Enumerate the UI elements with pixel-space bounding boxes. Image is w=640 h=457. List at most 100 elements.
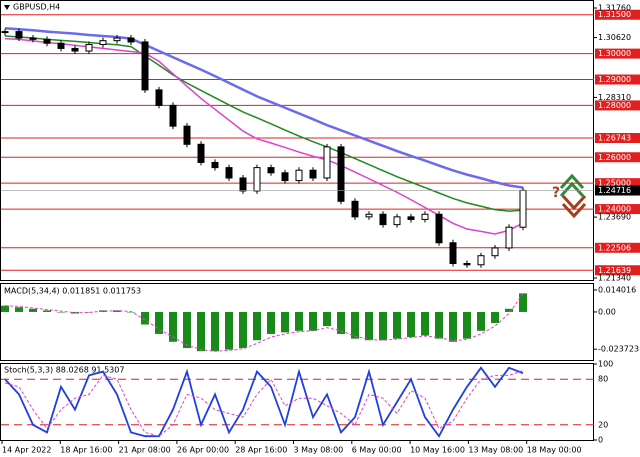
macd-bar (351, 311, 359, 339)
candle (491, 247, 499, 257)
macd-bar (281, 311, 289, 333)
macd-bar (491, 311, 499, 323)
macd-bar (421, 311, 429, 336)
x-tick-label: 18 May 00:00 (527, 446, 582, 455)
level-label-bg (595, 242, 640, 253)
candle (85, 44, 93, 52)
macd-bar (323, 311, 331, 327)
candle (155, 89, 163, 106)
macd-bar (505, 308, 513, 312)
candle (183, 125, 191, 145)
macd-bar (57, 311, 65, 313)
candle (337, 146, 345, 202)
macd-bar (309, 311, 317, 331)
candle (225, 167, 233, 179)
macd-bar (239, 311, 247, 349)
macd-bar (183, 311, 191, 349)
y-tick-label: 1.31760 (598, 4, 631, 13)
level-label: 1.26743 (598, 133, 631, 142)
question-mark: ? (552, 185, 560, 201)
y-tick-label: 1.30620 (598, 33, 631, 42)
candle (281, 172, 289, 182)
candle (407, 216, 415, 220)
moving-average (4, 35, 524, 212)
candle (57, 42, 65, 49)
candle (519, 189, 527, 228)
macd-bar (337, 311, 345, 334)
candle (505, 226, 513, 249)
y-tick-label: 0.00 (598, 307, 616, 316)
x-tick-label: 10 May 16:00 (410, 446, 465, 455)
moving-average (4, 26, 524, 189)
level-label: 1.31500 (598, 10, 631, 19)
macd-bar (155, 311, 163, 334)
y-tick-label: 1.23690 (598, 213, 631, 222)
candle (71, 47, 79, 52)
candle (421, 213, 429, 220)
candle (323, 146, 331, 179)
macd-bar (379, 311, 387, 341)
candle (393, 216, 401, 226)
y-tick-label: 1.21340 (598, 274, 631, 283)
level-label-bg (595, 74, 640, 85)
candle (43, 38, 51, 44)
x-tick-label: 13 May 08:00 (468, 446, 523, 455)
level-label: 1.30000 (598, 49, 631, 58)
macd-bar (295, 311, 303, 331)
macd-bar (519, 293, 527, 312)
candle (29, 37, 37, 40)
candle (197, 143, 205, 163)
level-label: 1.24000 (598, 205, 631, 214)
up-arrow (559, 173, 585, 190)
level-label: 1.25000 (598, 179, 631, 188)
macd-bar (407, 311, 415, 338)
candle (239, 177, 247, 192)
x-tick-label: 28 Apr 16:00 (235, 446, 287, 455)
macd-bar (267, 311, 275, 334)
macd-bar (141, 311, 149, 325)
macd-bar (463, 311, 471, 339)
up-arrow (559, 181, 585, 198)
x-tick-label: 26 Apr 00:00 (177, 446, 229, 455)
candle (211, 161, 219, 169)
candle (169, 104, 177, 127)
title: Stoch(5,3,3) 88.0268 91.5307 (4, 366, 124, 375)
stoch-line (4, 366, 524, 438)
macd-bar (99, 310, 107, 312)
level-label: 1.22506 (598, 243, 631, 252)
candle (365, 213, 373, 218)
down-arrow (561, 194, 587, 211)
candle (477, 255, 485, 266)
level-label-bg (595, 152, 640, 163)
candle (309, 169, 317, 179)
macd-bar (15, 307, 23, 312)
signal-line (4, 293, 524, 352)
x-tick-label: 14 Apr 2022 (2, 446, 51, 455)
macd-bar (449, 311, 457, 342)
last-price-label: 1.24716 (598, 186, 631, 195)
title: GBPUSD,H4 (13, 3, 60, 12)
down-arrow (561, 202, 587, 219)
macd-bar (29, 308, 37, 312)
x-tick-label: 18 Apr 16:00 (60, 446, 112, 455)
candle (253, 167, 261, 192)
macd-bar (85, 311, 93, 313)
candle (379, 213, 387, 226)
level-label-bg (595, 132, 640, 143)
candle (449, 242, 457, 264)
candle (141, 41, 149, 91)
y-tick-label: 0.014016 (598, 285, 636, 294)
y-tick-label: 100 (598, 360, 613, 369)
level-label-bg (595, 178, 640, 189)
candle (267, 167, 275, 174)
title: MACD(5,34,4) 0.011851 0.011753 (4, 287, 141, 296)
candle (127, 37, 135, 43)
y-tick-label: 20 (598, 420, 608, 429)
y-tick-label: 0 (598, 436, 603, 445)
level-label-bg (595, 100, 640, 111)
macd-bar (393, 311, 401, 339)
x-tick-label: 21 Apr 08:00 (119, 446, 171, 455)
candle (351, 200, 359, 218)
